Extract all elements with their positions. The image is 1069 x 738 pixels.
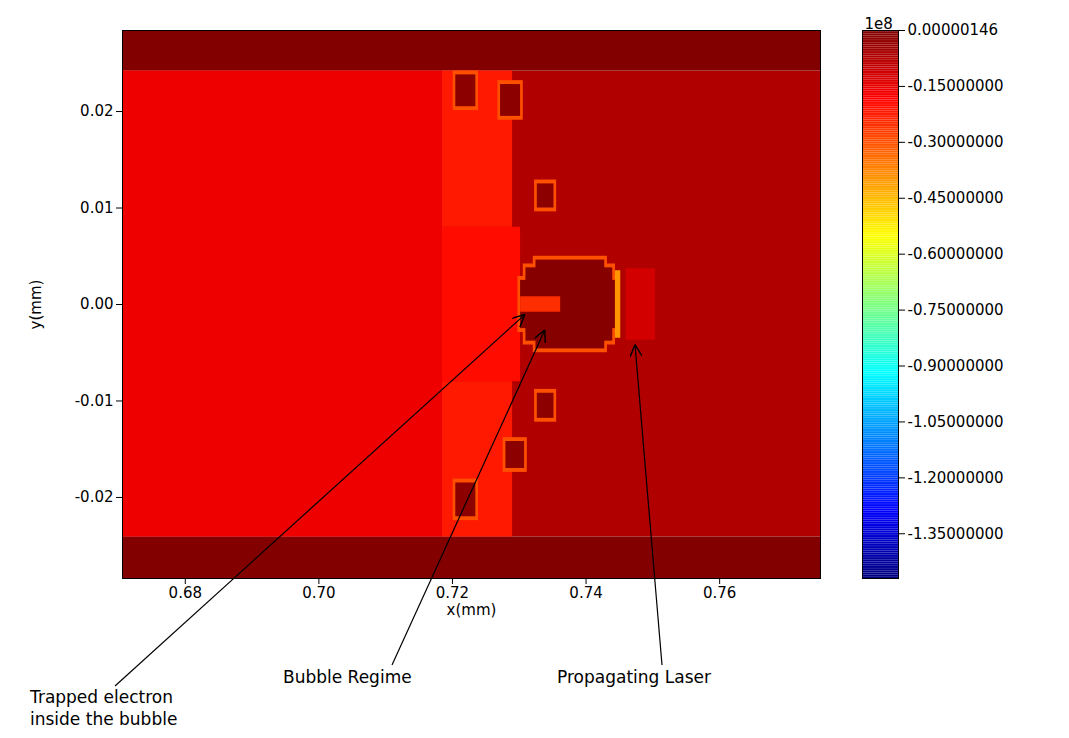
svg-text:-1.20000000: -1.20000000 bbox=[908, 469, 1004, 487]
svg-text:-0.45000000: -0.45000000 bbox=[908, 189, 1004, 207]
svg-text:Bubble Regime: Bubble Regime bbox=[283, 667, 412, 687]
svg-text:-1.05000000: -1.05000000 bbox=[908, 413, 1004, 431]
svg-text:-0.02: -0.02 bbox=[75, 488, 114, 506]
svg-text:0.68: 0.68 bbox=[169, 584, 202, 602]
svg-text:-0.30000000: -0.30000000 bbox=[908, 133, 1004, 151]
svg-text:0.00: 0.00 bbox=[80, 295, 113, 313]
svg-text:-0.15000000: -0.15000000 bbox=[908, 77, 1004, 95]
svg-text:0.76: 0.76 bbox=[703, 584, 736, 602]
svg-text:-0.01: -0.01 bbox=[75, 392, 114, 410]
svg-text:0.70: 0.70 bbox=[302, 584, 335, 602]
svg-text:1e8: 1e8 bbox=[865, 15, 893, 33]
svg-text:Propagating Laser: Propagating Laser bbox=[557, 667, 711, 687]
svg-text:y(mm): y(mm) bbox=[27, 280, 45, 330]
svg-text:0.01: 0.01 bbox=[80, 199, 113, 217]
svg-text:0.72: 0.72 bbox=[436, 584, 469, 602]
svg-text:-1.35000000: -1.35000000 bbox=[908, 525, 1004, 543]
svg-text:0.74: 0.74 bbox=[569, 584, 602, 602]
svg-text:-0.60000000: -0.60000000 bbox=[908, 245, 1004, 263]
svg-text:Trapped electroninside the bub: Trapped electroninside the bubble bbox=[29, 687, 177, 729]
svg-text:0.00000146: 0.00000146 bbox=[908, 21, 999, 39]
svg-text:-0.75000000: -0.75000000 bbox=[908, 301, 1004, 319]
svg-text:-0.90000000: -0.90000000 bbox=[908, 357, 1004, 375]
svg-text:0.02: 0.02 bbox=[80, 102, 113, 120]
svg-text:x(mm): x(mm) bbox=[447, 601, 497, 619]
